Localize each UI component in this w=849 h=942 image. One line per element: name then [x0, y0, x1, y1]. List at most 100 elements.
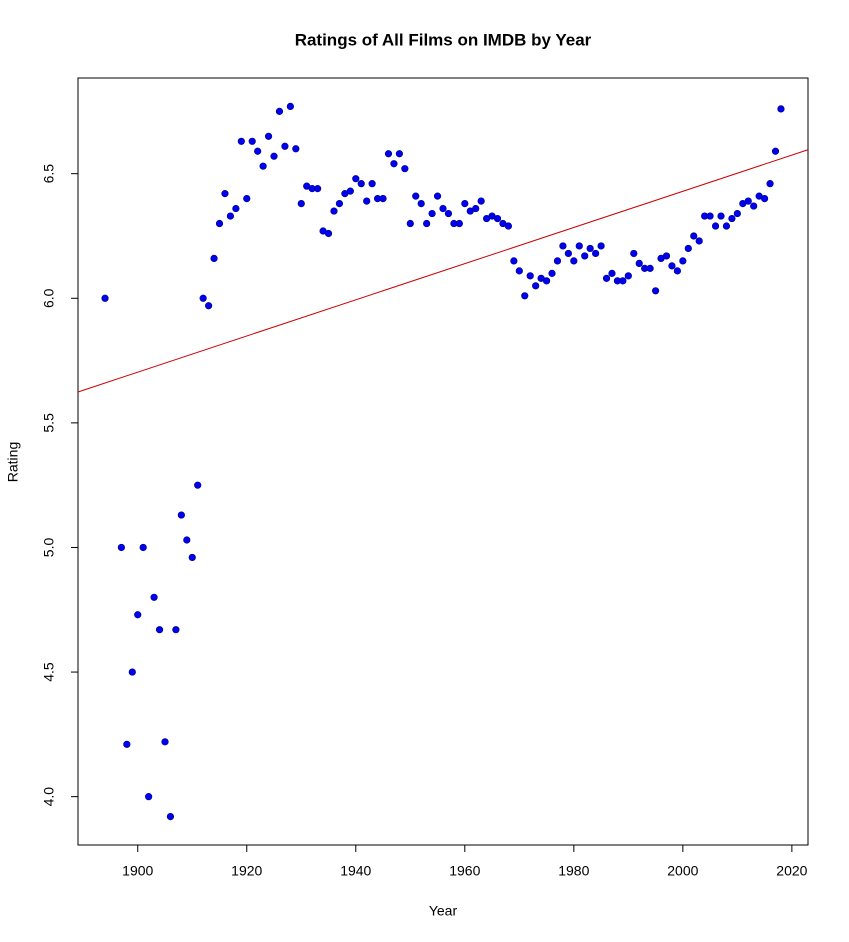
point	[548, 269, 556, 277]
point	[542, 277, 551, 285]
point	[455, 219, 463, 228]
point	[357, 180, 365, 188]
point	[270, 152, 278, 160]
point	[619, 277, 627, 285]
point	[346, 187, 354, 195]
point	[608, 269, 616, 277]
point	[570, 257, 578, 265]
point	[401, 165, 409, 173]
point	[690, 232, 698, 240]
point	[433, 192, 442, 200]
point	[254, 147, 262, 155]
point	[510, 257, 518, 265]
point	[597, 242, 605, 250]
point	[630, 249, 638, 258]
point	[592, 249, 600, 258]
plot-frame	[77, 77, 809, 846]
point	[363, 197, 371, 205]
point	[761, 195, 769, 203]
point	[237, 137, 245, 145]
point	[139, 543, 147, 552]
x-tick-label: 1920	[231, 863, 262, 879]
point	[215, 219, 224, 228]
point	[297, 199, 305, 208]
x-tick-label: 1960	[449, 863, 480, 879]
y-tick-label: 4.5	[41, 662, 57, 682]
chart-title: Ratings of All Films on IMDB by Year	[295, 30, 592, 49]
y-tick-label: 6.0	[41, 288, 57, 308]
point	[292, 145, 300, 153]
x-tick-label: 2000	[667, 863, 698, 879]
point	[395, 150, 403, 158]
y-tick-label: 4.0	[41, 787, 57, 807]
point	[248, 137, 256, 145]
point	[771, 147, 780, 155]
point	[673, 267, 681, 275]
point	[145, 793, 153, 801]
point	[559, 242, 567, 250]
x-axis-label: Year	[429, 903, 458, 919]
point	[526, 272, 534, 280]
point	[439, 204, 447, 213]
point	[744, 197, 752, 205]
point	[428, 209, 436, 218]
point	[722, 222, 731, 230]
point	[733, 209, 741, 218]
point	[444, 209, 453, 218]
point	[532, 282, 540, 290]
x-tick-label: 1900	[122, 863, 153, 879]
point	[155, 626, 164, 634]
point	[101, 294, 109, 302]
point	[128, 668, 136, 676]
point	[232, 204, 240, 213]
point	[161, 738, 169, 746]
point	[750, 202, 758, 210]
point	[684, 244, 692, 253]
point	[330, 207, 338, 215]
point	[368, 180, 376, 188]
point	[314, 185, 322, 193]
point	[493, 214, 502, 223]
point	[172, 626, 180, 634]
point	[766, 180, 774, 188]
point	[352, 175, 360, 183]
point	[210, 254, 218, 263]
point	[602, 274, 611, 282]
point	[286, 102, 294, 111]
point	[635, 259, 643, 267]
point	[134, 611, 142, 619]
point	[150, 593, 158, 601]
point	[553, 257, 562, 265]
point	[472, 204, 480, 213]
point	[275, 107, 284, 115]
point	[384, 150, 393, 158]
point	[695, 237, 703, 245]
y-tick-label: 6.5	[41, 164, 57, 184]
point	[662, 252, 671, 260]
point	[711, 222, 720, 230]
y-tick-label: 5.0	[41, 538, 57, 558]
point	[123, 740, 131, 748]
x-tick-label: 1940	[340, 863, 371, 879]
point	[477, 197, 485, 205]
point	[504, 222, 513, 230]
point	[423, 219, 431, 228]
point	[379, 195, 387, 203]
point	[226, 212, 235, 220]
point	[624, 272, 632, 280]
point	[205, 302, 213, 310]
point	[177, 511, 185, 519]
point	[412, 192, 420, 200]
point	[417, 199, 425, 208]
point	[117, 543, 125, 552]
point	[183, 536, 191, 544]
point	[461, 199, 469, 208]
x-tick-label: 2020	[776, 863, 807, 879]
point	[390, 160, 398, 168]
point	[259, 162, 267, 170]
point	[521, 292, 529, 300]
point	[586, 244, 594, 253]
point	[651, 287, 660, 295]
